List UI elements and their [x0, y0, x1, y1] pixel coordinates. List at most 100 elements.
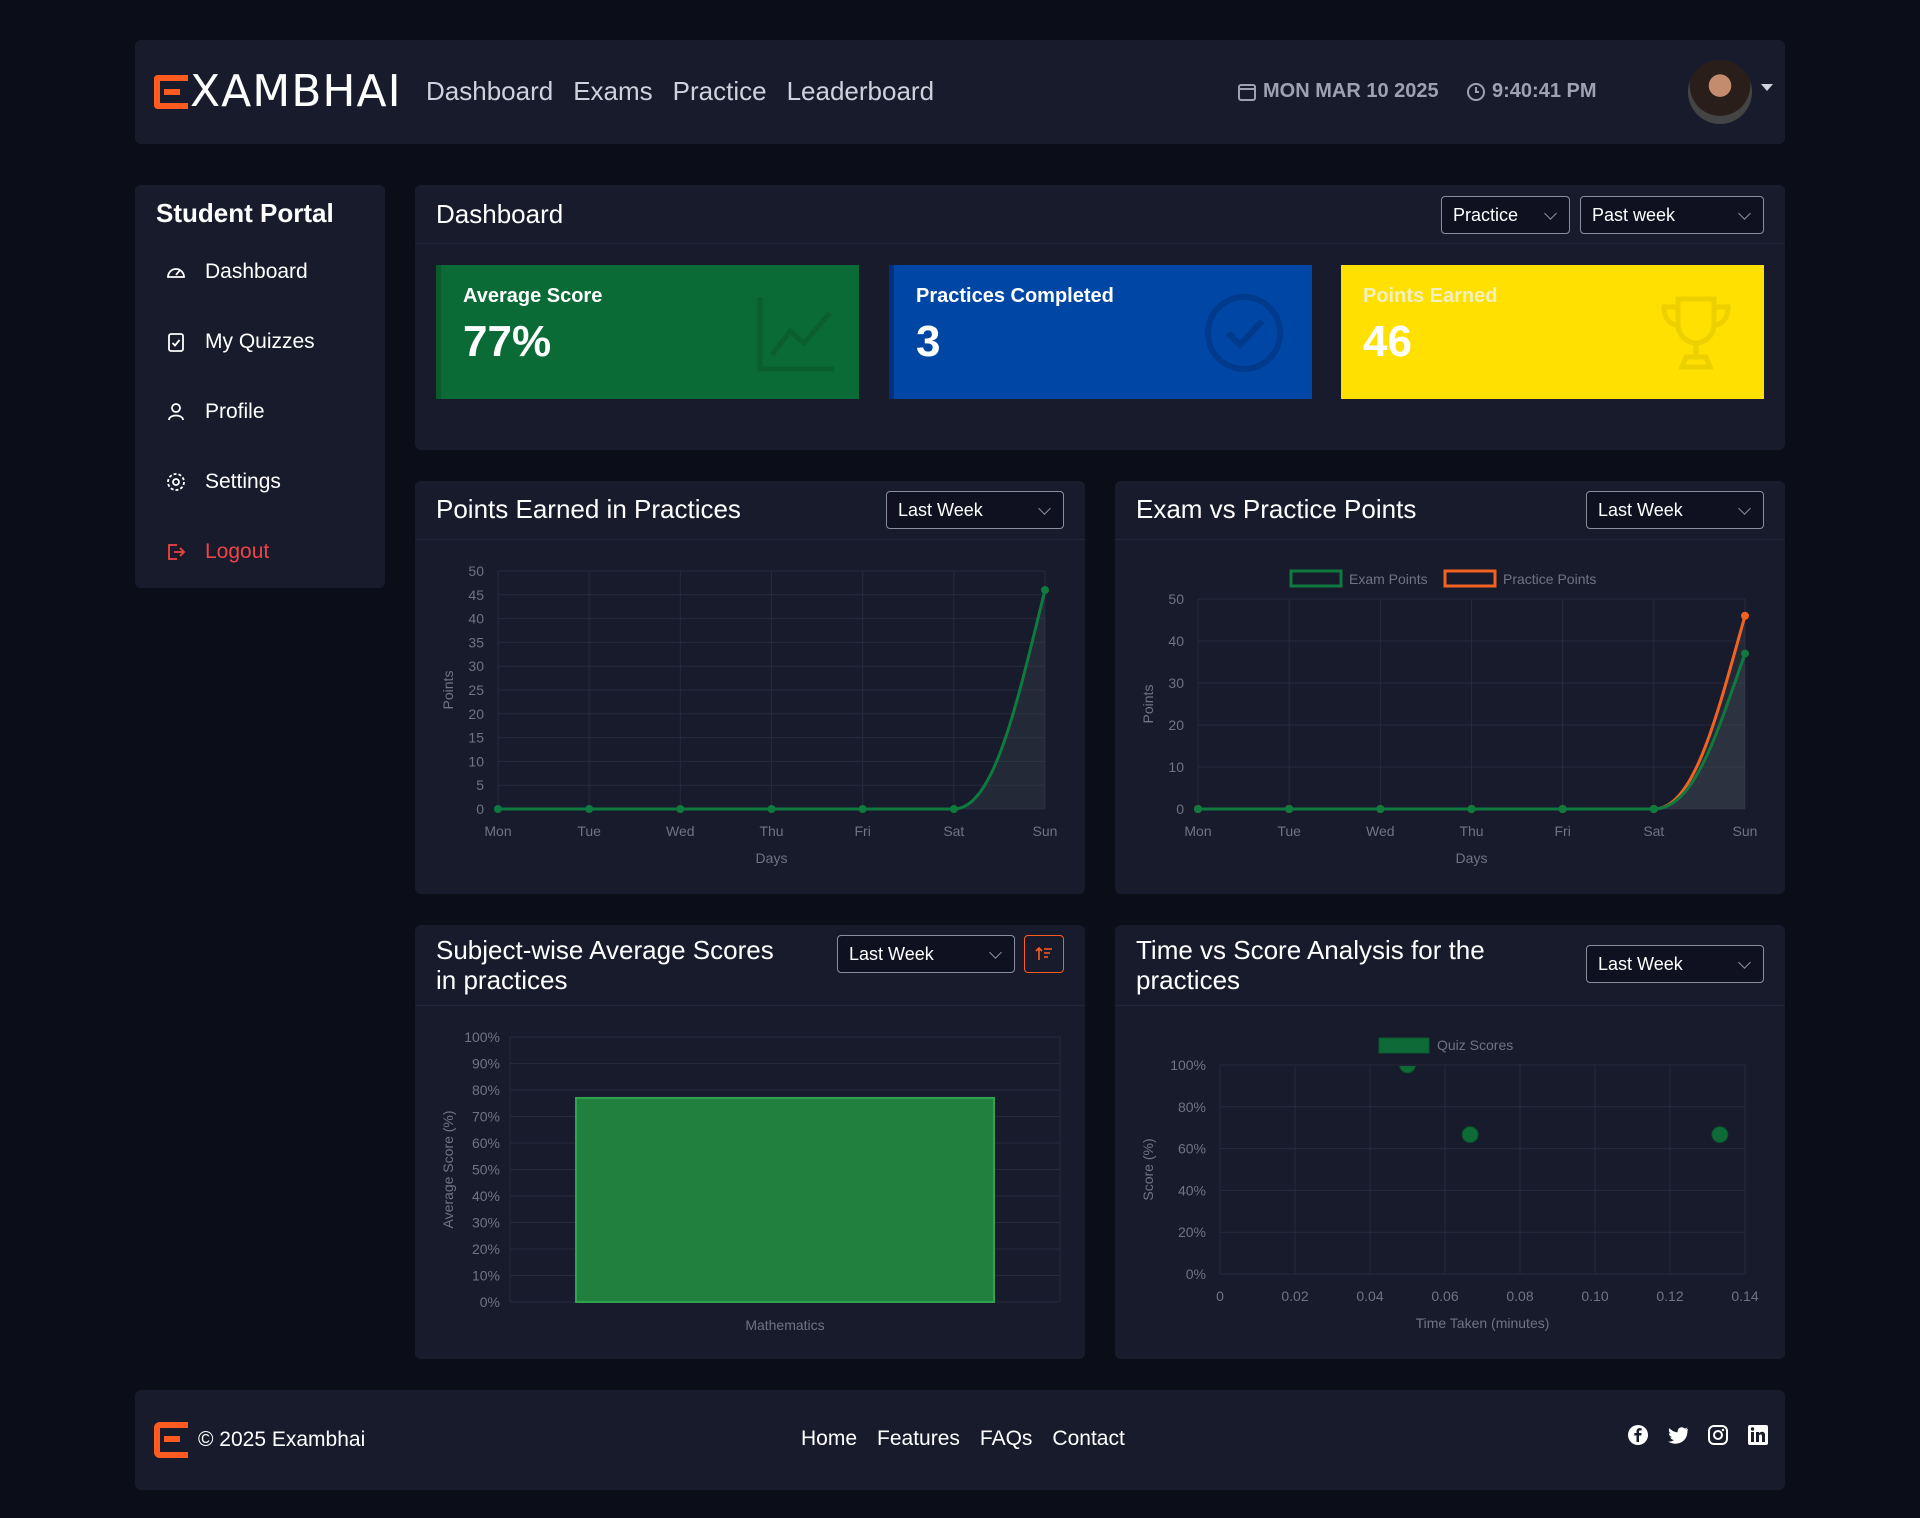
sidebar-item-label: My Quizzes: [205, 330, 315, 353]
select-value: Last Week: [1598, 499, 1683, 520]
select-value: Last Week: [849, 943, 934, 964]
data-point: [494, 805, 502, 813]
time-vs-score-panel: Time vs Score Analysis for the practices…: [1115, 925, 1785, 1359]
footer-copyright: © 2025 Exambhai: [198, 1428, 366, 1451]
card-label: Average Score: [463, 285, 603, 307]
sidebar-item-logout[interactable]: Logout: [165, 540, 269, 564]
nav-dashboard[interactable]: Dashboard: [426, 76, 554, 106]
bar: [575, 1096, 995, 1303]
main-nav: Dashboard Exams Practice Leaderboard: [426, 76, 934, 107]
sidebar-item-dashboard[interactable]: Dashboard: [165, 260, 308, 284]
divider: [415, 1005, 1085, 1006]
y-tick-label: 40%: [472, 1188, 500, 1204]
x-tick-label: Thu: [1459, 823, 1483, 839]
data-point: [1194, 805, 1202, 813]
nav-practice[interactable]: Practice: [672, 76, 767, 106]
chart-title-line: in practices: [436, 965, 568, 995]
type-select[interactable]: Practice: [1441, 196, 1570, 234]
y-tick-label: 50: [468, 563, 484, 579]
y-tick-label: 0: [476, 801, 484, 817]
data-point: [949, 805, 958, 813]
y-tick-label: 100%: [464, 1029, 500, 1045]
y-tick-label: 40%: [1178, 1182, 1206, 1198]
sidebar-title: Student Portal: [156, 198, 334, 228]
linkedin-icon[interactable]: [1747, 1424, 1769, 1446]
logo-mark: [154, 75, 188, 109]
y-tick-label: 0%: [1186, 1266, 1206, 1282]
footer-logo-icon[interactable]: [154, 1422, 188, 1458]
legend-swatch: [1289, 569, 1343, 588]
y-tick-label: 100%: [1170, 1057, 1206, 1073]
footer-link-features[interactable]: Features: [877, 1427, 960, 1450]
sidebar-item-my-quizzes[interactable]: My Quizzes: [165, 330, 315, 354]
y-tick-label: 10: [1168, 759, 1184, 775]
user-menu-caret-icon[interactable]: [1761, 84, 1773, 91]
points-range-select[interactable]: Last Week: [886, 491, 1064, 529]
subject-range-select[interactable]: Last Week: [837, 935, 1015, 973]
sidebar-item-settings[interactable]: Settings: [165, 470, 281, 494]
data-point: [1741, 611, 1749, 620]
footer-link-home[interactable]: Home: [801, 1427, 858, 1450]
y-tick-label: 40: [1168, 633, 1184, 649]
facebook-icon[interactable]: [1627, 1424, 1649, 1446]
y-axis-title: Points: [1140, 685, 1156, 724]
user-avatar[interactable]: [1688, 60, 1752, 124]
x-tick-label: Sun: [1033, 823, 1058, 839]
nav-leaderboard[interactable]: Leaderboard: [786, 76, 935, 106]
sidebar-item-label: Logout: [205, 540, 270, 563]
average-score-card: Average Score 77%: [436, 265, 859, 399]
data-point: [1711, 1126, 1729, 1144]
chevron-down-icon: [1738, 207, 1751, 220]
y-tick-label: 80%: [472, 1082, 500, 1098]
instagram-icon[interactable]: [1707, 1424, 1729, 1446]
time-range-select[interactable]: Last Week: [1586, 945, 1764, 983]
x-tick-label: Mon: [484, 823, 511, 839]
range-select[interactable]: Past week: [1580, 196, 1764, 234]
x-tick-label: Fri: [855, 823, 871, 839]
footer-link-faqs[interactable]: FAQs: [979, 1427, 1033, 1450]
series-area: [1198, 615, 1745, 809]
x-tick-label: 0.08: [1506, 1288, 1533, 1304]
card-value: 77%: [463, 317, 552, 366]
clipboard-check-icon: [165, 331, 187, 353]
legend-label: Practice Points: [1503, 571, 1596, 587]
twitter-icon[interactable]: [1667, 1424, 1689, 1446]
exambhai-logo[interactable]: XAMBHAI: [154, 70, 402, 114]
calendar-icon: [1238, 83, 1256, 101]
y-tick-label: 30: [1168, 675, 1184, 691]
y-tick-label: 45: [468, 587, 484, 603]
x-tick-label: 0.10: [1581, 1288, 1608, 1304]
y-tick-label: 0%: [480, 1294, 500, 1310]
divider: [1115, 1005, 1785, 1006]
points-earned-card: Points Earned 46: [1341, 265, 1764, 399]
x-tick-label: Sat: [1643, 823, 1664, 839]
y-tick-label: 20%: [472, 1241, 500, 1257]
card-label: Points Earned: [1363, 285, 1498, 307]
y-tick-label: 20%: [1178, 1224, 1206, 1240]
x-tick-label: Fri: [1555, 823, 1571, 839]
sidebar-item-label: Dashboard: [205, 260, 308, 283]
y-tick-label: 0: [1176, 801, 1184, 817]
y-tick-label: 90%: [472, 1056, 500, 1072]
card-value: 3: [916, 317, 941, 366]
x-tick-label: Mathematics: [745, 1317, 824, 1333]
exam-range-select[interactable]: Last Week: [1586, 491, 1764, 529]
nav-exams[interactable]: Exams: [573, 76, 653, 106]
data-point: [1376, 805, 1385, 813]
data-point: [1285, 805, 1294, 813]
x-tick-label: Tue: [1277, 823, 1301, 839]
sort-button[interactable]: [1024, 935, 1064, 973]
y-tick-label: 50%: [472, 1162, 500, 1178]
y-tick-label: 60%: [1178, 1141, 1206, 1157]
x-axis-title: Days: [1456, 850, 1488, 866]
footer-link-contact[interactable]: Contact: [1052, 1427, 1125, 1450]
practices-completed-card: Practices Completed 3: [889, 265, 1312, 399]
social-links: [1627, 1424, 1769, 1446]
card-value: 46: [1363, 317, 1412, 366]
chart-title: Points Earned in Practices: [436, 494, 741, 524]
chart-title-line: Time vs Score Analysis for the: [1136, 935, 1485, 965]
date-text: MON MAR 10 2025: [1263, 80, 1439, 102]
sidebar-item-profile[interactable]: Profile: [165, 400, 265, 424]
range-select-value: Past week: [1592, 204, 1676, 225]
data-point: [1399, 1066, 1416, 1074]
